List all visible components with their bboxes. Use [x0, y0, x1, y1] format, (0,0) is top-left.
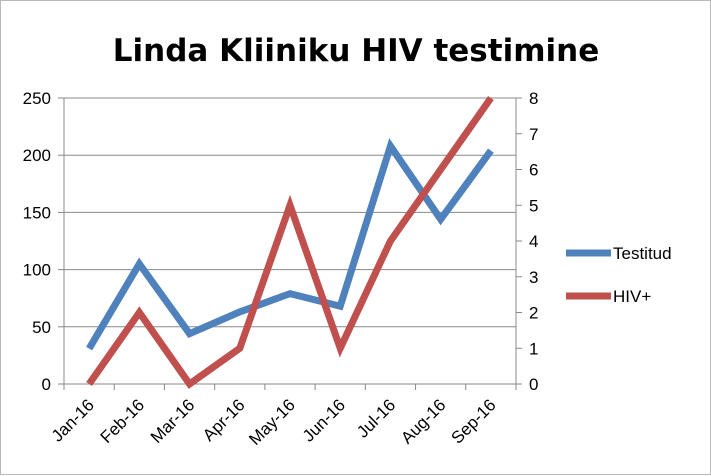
right-tick-label: 3 [529, 268, 538, 287]
legend-label-hiv: HIV+ [613, 287, 651, 306]
series-lines [86, 95, 494, 389]
x-tick-label: Jun-16 [299, 395, 349, 445]
right-tick-label: 4 [529, 232, 538, 251]
right-tick-label: 2 [529, 304, 538, 323]
x-tick-label: Feb-16 [97, 395, 149, 447]
series-line-hiv [86, 95, 494, 389]
legend: Testitud HIV+ [566, 244, 672, 306]
left-tick-label: 0 [42, 375, 51, 394]
series-line-testitud [86, 138, 494, 351]
left-tick-label: 150 [23, 203, 51, 222]
left-tick-label: 50 [32, 318, 51, 337]
left-tick-label: 250 [23, 89, 51, 108]
right-tick-label: 5 [529, 196, 538, 215]
left-tick-label: 200 [23, 146, 51, 165]
x-tick-label: Apr-16 [199, 395, 249, 445]
x-tick-label: May-16 [245, 395, 299, 449]
x-tick-label: Jul-16 [353, 395, 399, 441]
legend-label-testitud: Testitud [613, 244, 672, 263]
right-tick-label: 7 [529, 125, 538, 144]
x-tick-label: Sep-16 [448, 395, 500, 447]
chart-title: Linda Kliiniku HIV testimine [113, 33, 599, 69]
right-tick-label: 1 [529, 339, 538, 358]
left-tick-label: 100 [23, 261, 51, 280]
right-tick-label: 8 [529, 89, 538, 108]
x-tick-label: Mar-16 [147, 395, 199, 447]
right-tick-label: 6 [529, 161, 538, 180]
x-tick-label: Jan-16 [48, 395, 98, 445]
right-tick-label: 0 [529, 375, 538, 394]
gridlines [64, 97, 516, 385]
x-tick-label: Aug-16 [397, 395, 449, 447]
